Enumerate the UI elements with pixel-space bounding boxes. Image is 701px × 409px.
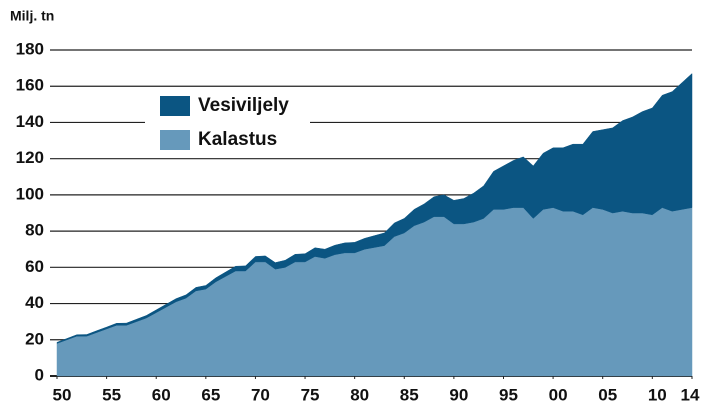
x-tick-label: 14 <box>681 385 700 404</box>
x-tick-label: 95 <box>499 385 518 404</box>
legend-label: Kalastus <box>198 129 277 150</box>
area <box>56 207 693 377</box>
y-tick-label: 60 <box>25 257 44 276</box>
x-tick-label: 60 <box>152 385 171 404</box>
x-tick-label: 55 <box>102 385 121 404</box>
x-tick-label: 65 <box>201 385 220 404</box>
legend-label: Vesiviljely <box>198 95 289 116</box>
x-tick-label: 75 <box>301 385 320 404</box>
y-tick-label: 80 <box>25 221 44 240</box>
x-tick-label: 50 <box>53 385 72 404</box>
y-tick-label: 160 <box>16 76 44 95</box>
y-tick-label: 40 <box>25 293 44 312</box>
y-tick-label: 140 <box>16 112 44 131</box>
legend-swatch <box>160 96 190 116</box>
x-tick-label: 10 <box>648 385 667 404</box>
x-tick-label: 05 <box>598 385 617 404</box>
x-tick-label: 00 <box>549 385 568 404</box>
y-tick-label: 0 <box>35 365 44 384</box>
x-tick-label: 90 <box>449 385 468 404</box>
x-tick-label: 80 <box>350 385 369 404</box>
y-tick-label: 180 <box>16 39 44 58</box>
x-tick-label: 70 <box>251 385 270 404</box>
y-tick-label: 120 <box>16 148 44 167</box>
area <box>56 72 693 344</box>
legend-swatch <box>160 130 190 150</box>
y-tick-label: 20 <box>25 329 44 348</box>
y-tick-label: 100 <box>16 184 44 203</box>
x-tick-label: 85 <box>400 385 419 404</box>
y-axis-label: Milj. tn <box>10 8 54 24</box>
